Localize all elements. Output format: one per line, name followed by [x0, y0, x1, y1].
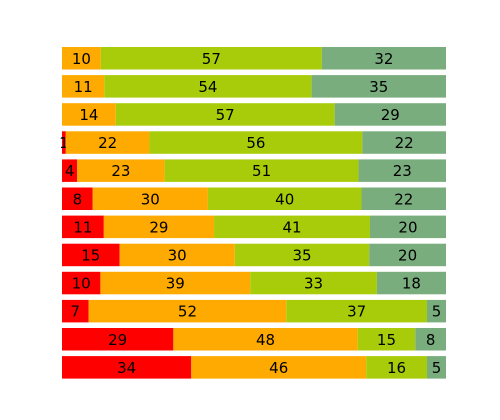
bar-value-label: 56 — [246, 134, 265, 152]
bar-segment-row-3-series-3 — [115, 103, 335, 126]
bar-segment-row-6-series-2 — [92, 187, 208, 210]
bar-segment-row-1-series-2 — [62, 47, 101, 70]
bar-segment-row-2-series-2 — [62, 75, 105, 98]
bar-value-label: 32 — [374, 50, 393, 68]
bar-value-label: 57 — [216, 106, 235, 124]
bar-value-label: 10 — [72, 275, 91, 293]
bar-segment-row-11-series-2 — [173, 328, 358, 351]
bar-segment-row-1-series-3 — [100, 47, 322, 70]
bar-value-label: 18 — [402, 275, 421, 293]
bar-value-label: 41 — [282, 218, 301, 236]
bar-segment-row-10-series-2 — [88, 299, 287, 323]
bar-segment-row-4-series-4 — [362, 131, 446, 154]
bar-value-label: 5 — [432, 303, 442, 321]
bar-value-label: 20 — [398, 218, 417, 236]
bar-segment-row-9-series-3 — [250, 271, 377, 295]
bar-segment-row-9-series-1 — [62, 271, 101, 295]
bar-segment-row-5-series-2 — [77, 159, 165, 182]
bar-segment-row-5-series-1 — [62, 159, 78, 182]
bar-segment-row-10-series-4 — [426, 299, 446, 323]
bar-value-label: 16 — [387, 359, 406, 377]
bar-segment-row-7-series-1 — [62, 215, 104, 239]
bar-value-label: 34 — [117, 359, 136, 377]
bar-value-label: 29 — [149, 218, 168, 236]
bar-value-label: 39 — [166, 275, 185, 293]
bar-segment-row-11-series-3 — [357, 328, 416, 351]
bar-segment-row-11-series-1 — [62, 328, 174, 351]
bar-value-label: 29 — [381, 106, 400, 124]
bar-segment-row-2-series-4 — [311, 75, 446, 98]
bar-value-label: 54 — [198, 78, 217, 96]
bar-segment-row-4-series-1 — [62, 131, 66, 154]
bar-value-label: 46 — [269, 359, 288, 377]
bar-value-label: 35 — [369, 78, 388, 96]
bar-value-label: 10 — [72, 50, 91, 68]
bar-value-label: 8 — [73, 190, 83, 208]
bar-value-label: 35 — [292, 246, 311, 264]
bar-value-label: 52 — [178, 303, 197, 321]
bar-segment-row-11-series-4 — [415, 328, 446, 351]
bar-segment-row-6-series-3 — [207, 187, 362, 210]
bar-segment-row-7-series-4 — [369, 215, 446, 239]
bar-value-label: 37 — [347, 303, 366, 321]
bar-value-label: 20 — [398, 246, 417, 264]
bar-segment-row-6-series-4 — [361, 187, 446, 210]
bar-segment-row-7-series-2 — [103, 215, 215, 239]
bar-segment-row-8-series-3 — [234, 243, 370, 267]
bar-value-label: 33 — [304, 275, 323, 293]
bar-value-label: 5 — [432, 359, 442, 377]
bar-value-label: 51 — [252, 162, 271, 180]
bar-value-label: 8 — [426, 331, 436, 349]
bar-value-label: 22 — [98, 134, 117, 152]
bar-segment-row-8-series-2 — [119, 243, 235, 267]
bar-segment-row-6-series-1 — [62, 187, 93, 210]
bar-value-label: 14 — [79, 106, 98, 124]
bar-segment-row-2-series-3 — [104, 75, 312, 98]
bar-segment-row-12-series-2 — [191, 356, 367, 379]
bar-segment-row-4-series-2 — [65, 131, 150, 154]
bar-value-label: 23 — [111, 162, 130, 180]
bar-segment-row-12-series-3 — [366, 356, 427, 379]
bar-segment-row-10-series-3 — [286, 299, 427, 323]
bar-value-label: 30 — [168, 246, 187, 264]
bar-segment-row-7-series-3 — [214, 215, 370, 239]
bar-value-label: 22 — [395, 134, 414, 152]
bar-segment-row-3-series-4 — [334, 103, 446, 126]
bar-value-label: 7 — [71, 303, 81, 321]
bar-value-label: 30 — [141, 190, 160, 208]
bar-value-label: 29 — [108, 331, 127, 349]
bar-value-label: 11 — [73, 218, 92, 236]
bar-value-label: 4 — [65, 162, 75, 180]
bar-value-label: 57 — [202, 50, 221, 68]
bar-segment-row-3-series-2 — [62, 103, 116, 126]
bar-value-label: 22 — [394, 190, 413, 208]
bar-segment-row-9-series-4 — [376, 271, 446, 295]
bar-value-label: 15 — [377, 331, 396, 349]
bar-segment-row-12-series-4 — [426, 356, 446, 379]
bar-segment-row-1-series-4 — [321, 47, 446, 70]
bar-value-label: 15 — [81, 246, 100, 264]
bar-segment-row-5-series-4 — [358, 159, 446, 182]
bar-segment-row-9-series-2 — [100, 271, 251, 295]
bar-value-label: 48 — [256, 331, 275, 349]
bar-value-label: 1 — [59, 134, 69, 152]
bar-segment-row-12-series-1 — [62, 356, 192, 379]
bar-segment-row-5-series-3 — [164, 159, 359, 182]
bar-segment-row-10-series-1 — [62, 299, 89, 323]
bar-segment-row-4-series-3 — [149, 131, 363, 154]
bar-value-label: 40 — [275, 190, 294, 208]
bar-value-label: 11 — [74, 78, 93, 96]
bar-segment-row-8-series-1 — [62, 243, 120, 267]
bar-segment-row-8-series-4 — [369, 243, 446, 267]
bar-value-label: 23 — [393, 162, 412, 180]
